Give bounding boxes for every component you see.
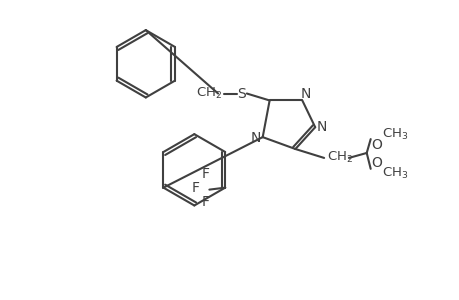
- Text: N: N: [316, 120, 327, 134]
- Text: F: F: [191, 181, 199, 195]
- Text: O: O: [371, 138, 382, 152]
- Text: CH$_3$: CH$_3$: [381, 127, 407, 142]
- Text: S: S: [237, 86, 246, 100]
- Text: F: F: [201, 194, 209, 208]
- Text: N: N: [301, 86, 311, 100]
- Text: CH$_2$: CH$_2$: [196, 86, 222, 101]
- Text: F: F: [201, 167, 209, 181]
- Text: CH$_2$: CH$_2$: [326, 150, 353, 166]
- Text: N: N: [250, 131, 260, 145]
- Text: O: O: [371, 156, 382, 170]
- Text: CH$_3$: CH$_3$: [381, 166, 407, 181]
